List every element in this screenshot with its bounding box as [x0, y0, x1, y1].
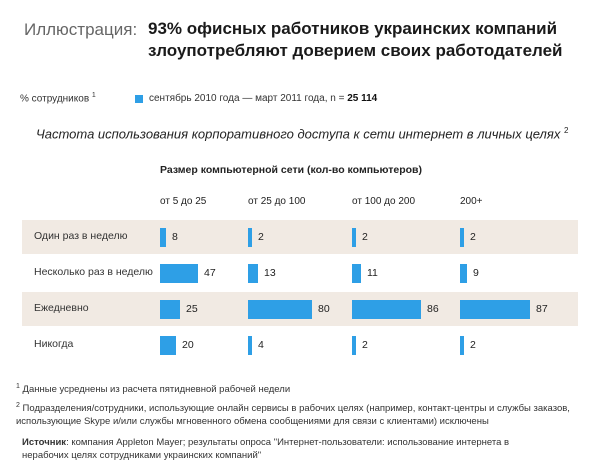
- row-label: Никогда: [34, 338, 74, 350]
- data-label: 2: [362, 339, 368, 351]
- title-line-1: 93% офисных работников украинских компан…: [148, 19, 558, 38]
- data-label: 8: [172, 231, 178, 243]
- column-header: от 100 до 200: [352, 196, 416, 207]
- illustration-label: Иллюстрация:: [24, 20, 138, 39]
- data-label: 25: [186, 303, 198, 315]
- row-label: Несколько раз в неделю: [34, 266, 153, 278]
- legend-swatch: [135, 95, 143, 103]
- source-label: Источник: [22, 437, 67, 448]
- data-label: 9: [473, 267, 479, 279]
- bar: [248, 228, 252, 247]
- data-label: 13: [264, 267, 276, 279]
- bar: [160, 228, 166, 247]
- source-note: Источник: компания Appleton Mayer; резул…: [22, 436, 542, 462]
- row-label: Ежедневно: [34, 302, 89, 314]
- data-label: 87: [536, 303, 548, 315]
- bar: [248, 300, 312, 319]
- row-band: [22, 220, 578, 254]
- data-label: 80: [318, 303, 330, 315]
- footnote-2-mark: 2: [16, 402, 20, 409]
- footnote-2-text: Подразделения/сотрудники, использующие о…: [16, 403, 570, 428]
- units-note-mark: 1: [91, 92, 96, 99]
- data-label: 2: [362, 231, 368, 243]
- column-header: от 25 до 100: [248, 196, 306, 207]
- bar: [460, 228, 464, 247]
- units-label: % сотрудников 1: [20, 92, 96, 104]
- data-label: 2: [470, 339, 476, 351]
- bar: [352, 264, 361, 283]
- bar: [352, 300, 421, 319]
- footnote-1: 1 Данные усреднены из расчета пятидневно…: [16, 380, 290, 396]
- footnote-1-mark: 1: [16, 383, 20, 390]
- source-text: : компания Appleton Mayer; результаты оп…: [22, 437, 510, 461]
- data-label: 47: [204, 267, 216, 279]
- column-header: 200+: [460, 196, 483, 207]
- bar: [248, 336, 252, 355]
- bar: [460, 264, 467, 283]
- data-label: 4: [258, 339, 264, 351]
- bar: [460, 300, 530, 319]
- chart-title-note-mark: 2: [563, 126, 569, 135]
- bar: [160, 300, 180, 319]
- bar: [248, 264, 258, 283]
- data-label: 2: [470, 231, 476, 243]
- chart-title-text: Частота использования корпоративного дос…: [36, 126, 561, 142]
- data-label: 20: [182, 339, 194, 351]
- units-text: % сотрудников: [20, 93, 90, 105]
- row-label: Один раз в неделю: [34, 230, 128, 242]
- legend-n-value: 25 114: [347, 93, 378, 104]
- footnote-2: 2 Подразделения/сотрудники, использующие…: [16, 399, 576, 428]
- bar: [460, 336, 464, 355]
- title-line-2: злоупотребляют доверием своих работодате…: [148, 41, 563, 60]
- legend-entry: сентябрь 2010 года — март 2011 года, n =…: [149, 93, 377, 104]
- data-label: 2: [258, 231, 264, 243]
- bar: [352, 228, 356, 247]
- chart-title: Частота использования корпоративного дос…: [36, 126, 568, 141]
- bar: [160, 336, 176, 355]
- legend-text: сентябрь 2010 года — март 2011 года, n =: [149, 93, 348, 104]
- page-title: 93% офисных работников украинских компан…: [148, 18, 563, 62]
- bar: [352, 336, 356, 355]
- column-group-label: Размер компьютерной сети (кол-во компьют…: [160, 164, 422, 176]
- bar: [160, 264, 198, 283]
- column-header: от 5 до 25: [160, 196, 207, 207]
- data-label: 11: [367, 267, 378, 279]
- data-label: 86: [427, 303, 439, 315]
- footnote-1-text: Данные усреднены из расчета пятидневной …: [22, 384, 291, 396]
